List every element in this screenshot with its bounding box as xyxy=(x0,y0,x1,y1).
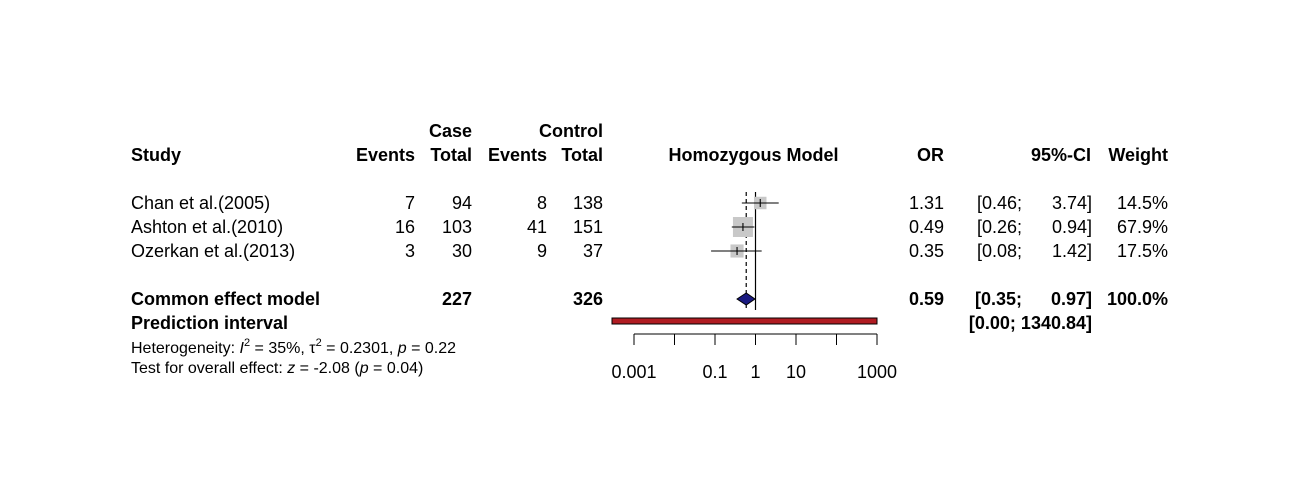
study-name: Chan et al.(2005) xyxy=(131,193,271,213)
control-events: 8 xyxy=(536,193,547,213)
control-group-header: Control xyxy=(539,121,603,141)
prediction-interval-ci: [0.00; 1340.84] xyxy=(968,313,1092,333)
control-events-header: Events xyxy=(487,145,547,165)
ci-header: 95%-CI xyxy=(1030,145,1091,165)
x-axis-tick-label: 0.001 xyxy=(611,362,656,382)
common-effect-diamond xyxy=(736,292,756,306)
study-header: Study xyxy=(131,145,182,165)
case-total: 103 xyxy=(441,217,472,237)
case-events: 16 xyxy=(394,217,415,237)
case-events: 3 xyxy=(404,241,415,261)
common-or: 0.59 xyxy=(908,289,944,309)
x-axis-tick-label: 1 xyxy=(750,362,760,382)
study-ci-low: [0.08; xyxy=(976,241,1022,261)
common-ci-high: 0.97] xyxy=(1050,289,1092,309)
plot-title: Homozygous Model xyxy=(668,145,839,165)
common-weight: 100.0% xyxy=(1106,289,1168,309)
case-total: 94 xyxy=(451,193,472,213)
control-total: 138 xyxy=(572,193,603,213)
study-name: Ozerkan et al.(2013) xyxy=(131,241,296,261)
overall-effect-test-text: Test for overall effect: z = -2.08 (p = … xyxy=(131,360,424,377)
common-effect-label: Common effect model xyxy=(131,289,321,309)
study-weight: 14.5% xyxy=(1116,193,1168,213)
heterogeneity-text: Heterogeneity: I2 = 35%, τ2 = 0.2301, p … xyxy=(131,337,457,358)
study-ci-low: [0.26; xyxy=(976,217,1022,237)
study-or: 0.49 xyxy=(908,217,944,237)
case-group-header: Case xyxy=(428,121,472,141)
case-total: 30 xyxy=(451,241,472,261)
study-or: 1.31 xyxy=(908,193,944,213)
common-case-total: 227 xyxy=(441,289,472,309)
x-axis-tick-label: 1000 xyxy=(857,362,897,382)
case-events-header: Events xyxy=(355,145,415,165)
study-or: 0.35 xyxy=(908,241,944,261)
common-control-total: 326 xyxy=(572,289,603,309)
study-ci-high: 3.74] xyxy=(1051,193,1092,213)
common-ci-low: [0.35; xyxy=(974,289,1022,309)
control-total: 151 xyxy=(572,217,603,237)
x-axis-tick-label: 10 xyxy=(786,362,806,382)
control-events: 41 xyxy=(526,217,547,237)
case-events: 7 xyxy=(404,193,415,213)
study-ci-high: 0.94] xyxy=(1051,217,1092,237)
case-total-header: Total xyxy=(430,145,472,165)
study-ci-low: [0.46; xyxy=(976,193,1022,213)
weight-header: Weight xyxy=(1108,145,1168,165)
study-weight: 17.5% xyxy=(1116,241,1168,261)
prediction-interval-bar xyxy=(611,317,878,325)
control-total: 37 xyxy=(582,241,603,261)
study-weight: 67.9% xyxy=(1116,217,1168,237)
prediction-interval-label: Prediction interval xyxy=(131,313,289,333)
or-header: OR xyxy=(917,145,944,165)
control-total-header: Total xyxy=(561,145,603,165)
study-ci-high: 1.42] xyxy=(1051,241,1092,261)
study-name: Ashton et al.(2010) xyxy=(131,217,284,237)
x-axis-tick-label: 0.1 xyxy=(702,362,727,382)
control-events: 9 xyxy=(536,241,547,261)
